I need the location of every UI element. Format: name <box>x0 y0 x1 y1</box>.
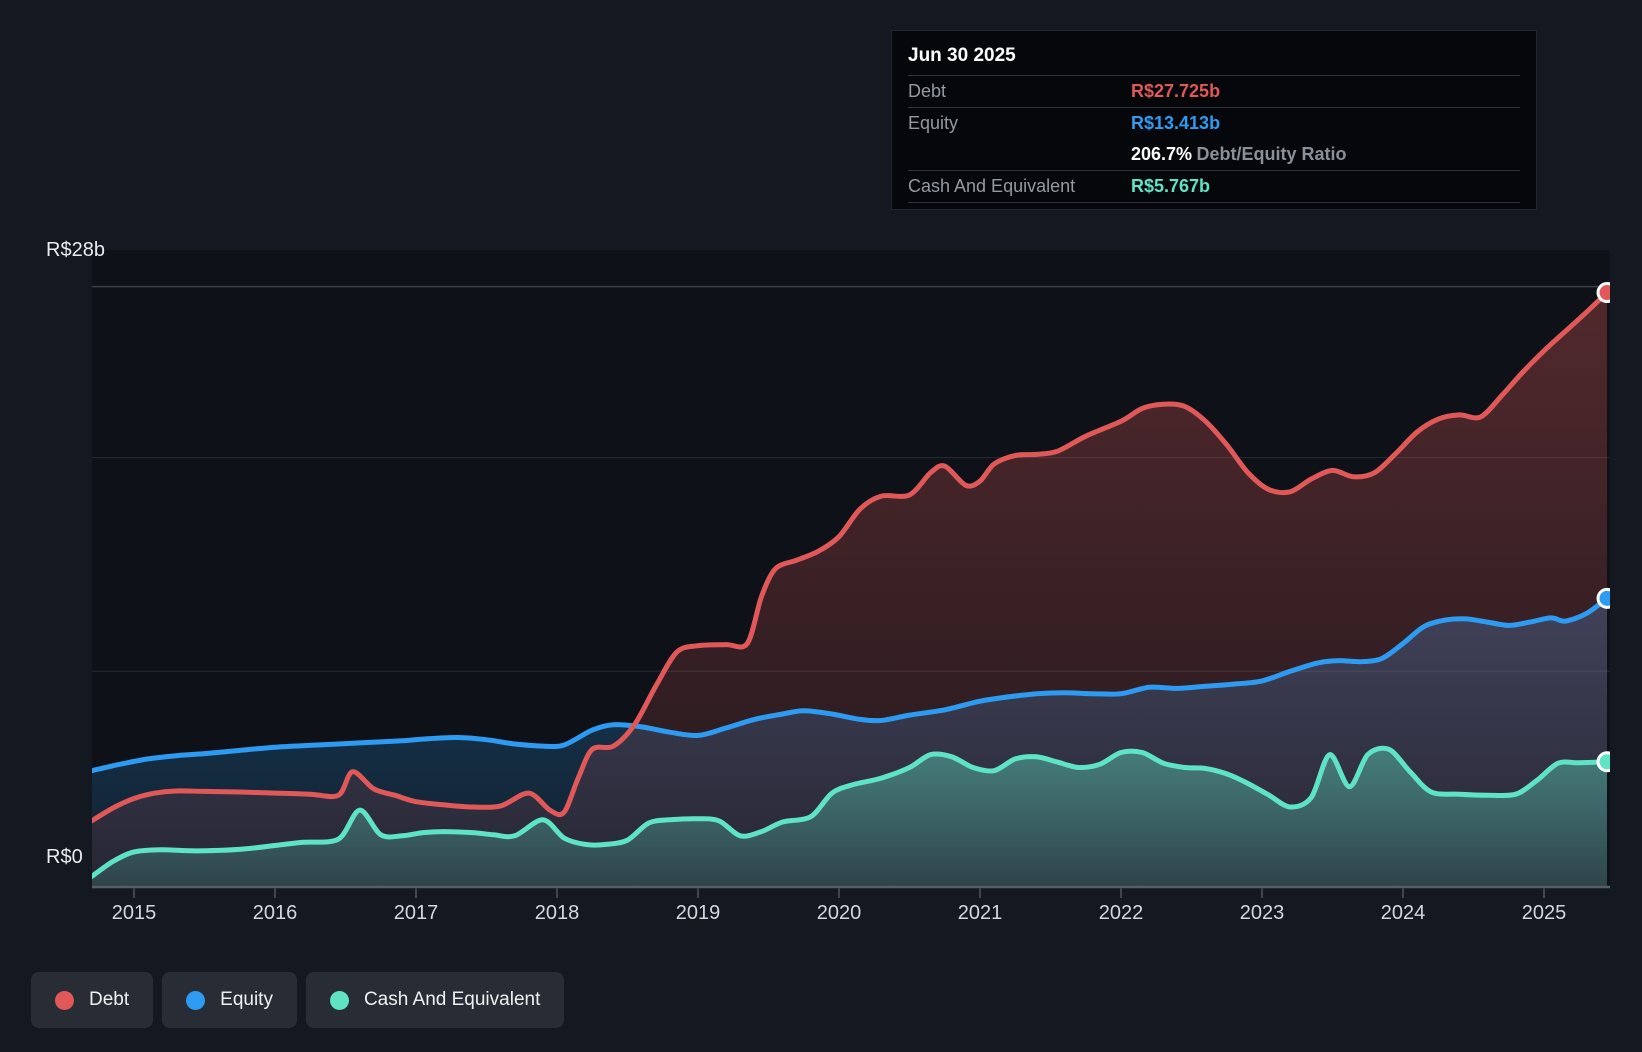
debt-series-dot-icon <box>55 990 74 1010</box>
tooltip-ratio-label: Debt/Equity Ratio <box>1196 144 1347 164</box>
tooltip-cash-label: Cash And Equivalent <box>908 176 1076 196</box>
y-axis-zero-label: R$0 <box>46 846 83 868</box>
legend-item-debt[interactable]: Debt <box>31 972 154 1028</box>
chart-tooltip: Jun 30 2025 Debt R$27.725b Equity R$13.4… <box>891 30 1537 210</box>
x-axis-year-label: 2025 <box>1522 902 1567 924</box>
x-axis-year-label: 2020 <box>817 902 862 924</box>
x-axis-year-label: 2017 <box>394 902 439 924</box>
x-axis-year-label: 2018 <box>535 902 580 924</box>
legend-cash-label: Cash And Equivalent <box>363 989 541 1010</box>
y-axis-max-label: R$28b <box>46 239 105 261</box>
tooltip-ratio-value: 206.7% <box>1131 144 1193 164</box>
legend-debt-label: Debt <box>89 989 130 1010</box>
tooltip-date: Jun 30 2025 <box>908 41 1520 76</box>
cash-series-dot-icon <box>329 990 349 1010</box>
tooltip-debt-value: R$27.725b <box>1131 81 1221 101</box>
x-axis-year-label: 2021 <box>958 902 1003 924</box>
legend-item-equity[interactable]: Equity <box>162 972 297 1028</box>
series-endpoint-dot <box>1596 282 1610 304</box>
tooltip-debt-row: Debt R$27.725b <box>908 76 1520 108</box>
x-axis-year-label: 2019 <box>676 902 721 924</box>
x-axis-year-label: 2015 <box>112 902 157 924</box>
tooltip-cash-row: Cash And Equivalent R$5.767b <box>908 171 1520 203</box>
series-endpoint-dot <box>1596 587 1610 609</box>
x-axis-year-label: 2022 <box>1099 902 1144 924</box>
tooltip-cash-value: R$5.767b <box>1131 176 1211 196</box>
tooltip-debt-label: Debt <box>908 81 947 101</box>
legend-equity-label: Equity <box>220 989 273 1010</box>
x-axis-year-label: 2024 <box>1381 902 1426 924</box>
chart-legend: Debt Equity Cash And Equivalent <box>31 972 565 1028</box>
tooltip-equity-label: Equity <box>908 113 959 133</box>
equity-series-dot-icon <box>186 990 206 1010</box>
tooltip-ratio-row: 206.7% Debt/Equity Ratio <box>908 139 1520 171</box>
tooltip-equity-value: R$13.413b <box>1131 113 1221 133</box>
x-axis-year-label: 2016 <box>253 902 298 924</box>
tooltip-equity-row: Equity R$13.413b <box>908 108 1520 139</box>
series-endpoint-dot <box>1596 751 1610 773</box>
legend-item-cash[interactable]: Cash And Equivalent <box>305 972 565 1028</box>
x-axis-year-label: 2023 <box>1240 902 1285 924</box>
